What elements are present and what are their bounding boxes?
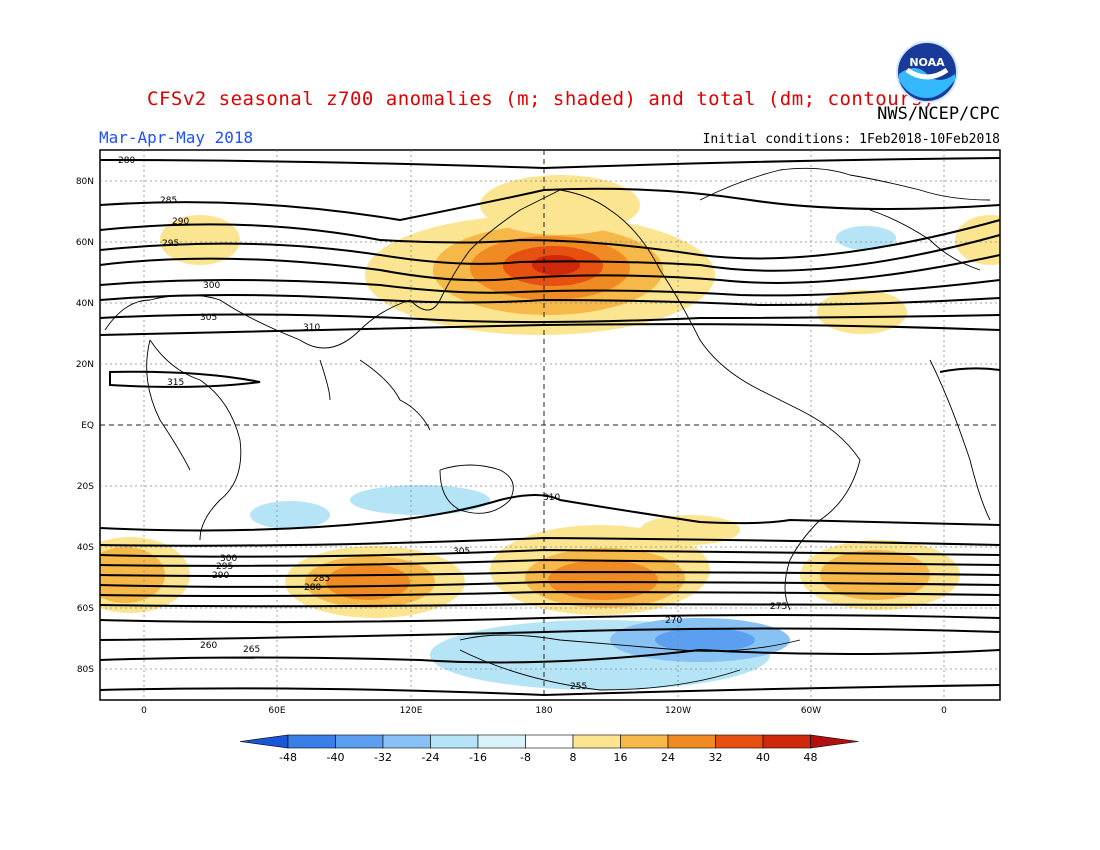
longitude-labels: 0 60E 120E 180 120W 60W 0 [141, 706, 947, 716]
anomaly-shading [100, 175, 1000, 690]
lat-label: 40S [77, 543, 94, 553]
contour-label: 290 [172, 217, 189, 227]
lat-label: 60S [77, 604, 94, 614]
colorbar: -48 -40 -32 -24 -16 -8 8 16 24 32 40 48 [239, 734, 859, 764]
colorbar-tick-label: -8 [520, 751, 531, 764]
lon-label: 0 [141, 706, 147, 716]
lat-label: 20N [76, 360, 94, 370]
colorbar-box [525, 734, 574, 749]
contour-label: 255 [570, 682, 587, 692]
colorbar-tick-label: 48 [804, 751, 818, 764]
colorbar-box [382, 734, 431, 749]
agency-label: NWS/NCEP/CPC [877, 104, 1000, 124]
contour-label: 315 [167, 378, 184, 388]
lat-label: EQ [81, 421, 94, 431]
colorbar-box [572, 734, 621, 749]
lon-label: 120W [665, 706, 691, 716]
colorbar-low-arrow [239, 734, 289, 749]
contour-label: 295 [216, 562, 233, 572]
contour-labels: 280 285 290 295 300 305 310 315 310 305 … [118, 156, 787, 692]
contour-label: 285 [160, 196, 177, 206]
season-label: Mar-Apr-May 2018 [99, 128, 254, 147]
colorbar-box [430, 734, 479, 749]
colorbar-tick-label: 40 [756, 751, 770, 764]
colorbar-tick-label: 16 [614, 751, 628, 764]
colorbar-tick-label: -40 [327, 751, 345, 764]
lat-label: 20S [77, 482, 94, 492]
contour-label: 280 [304, 583, 321, 593]
logo-text: NOAA [909, 56, 945, 69]
colorbar-box [667, 734, 716, 749]
colorbar-tick-label: -48 [279, 751, 297, 764]
noaa-logo: NOAA [896, 41, 958, 103]
colorbar-box [335, 734, 384, 749]
colorbar-box [762, 734, 811, 749]
colorbar-tick-label: -24 [422, 751, 440, 764]
geopotential-contours [99, 157, 1001, 697]
colorbar-box [715, 734, 764, 749]
colorbar-high-arrow [810, 734, 859, 749]
colorbar-tick-label: -32 [374, 751, 392, 764]
contour-label: 290 [212, 571, 229, 581]
colorbar-tick-label: -16 [469, 751, 487, 764]
contour-label: 310 [543, 493, 560, 503]
lat-label: 80S [77, 665, 94, 675]
contour-label: 310 [303, 323, 320, 333]
colorbar-box [477, 734, 526, 749]
lat-label: 40N [76, 299, 94, 309]
lon-label: 120E [400, 706, 423, 716]
lat-label: 80N [76, 177, 94, 187]
chart-title: CFSv2 seasonal z700 anomalies (m; shaded… [147, 88, 935, 110]
contour-label: 280 [118, 156, 135, 166]
contour-label: 305 [200, 313, 217, 323]
colorbar-tick-label: 24 [661, 751, 675, 764]
contour-label: 285 [313, 574, 330, 584]
colorbar-box [287, 734, 336, 749]
lon-label: 0 [941, 706, 947, 716]
latitude-labels: 80N 60N 40N 20N EQ 20S 40S 60S 80S [76, 177, 94, 675]
lon-label: 60E [268, 706, 285, 716]
map-grid [99, 149, 1001, 701]
contour-label: 275 [770, 602, 787, 612]
contour-label: 300 [203, 281, 220, 291]
initial-conditions-label: Initial conditions: 1Feb2018-10Feb2018 [702, 132, 1000, 147]
colorbar-tick-label: 32 [709, 751, 723, 764]
contour-label: 265 [243, 645, 260, 655]
contour-label: 295 [162, 239, 179, 249]
contour-label: 260 [200, 641, 217, 651]
colorbar-tick-label: 8 [570, 751, 577, 764]
lon-label: 180 [535, 706, 552, 716]
contour-label: 270 [665, 616, 682, 626]
colorbar-box [620, 734, 669, 749]
lat-label: 60N [76, 238, 94, 248]
contour-label: 305 [453, 547, 470, 557]
lon-label: 60W [801, 706, 821, 716]
contour-label: 300 [220, 554, 237, 564]
